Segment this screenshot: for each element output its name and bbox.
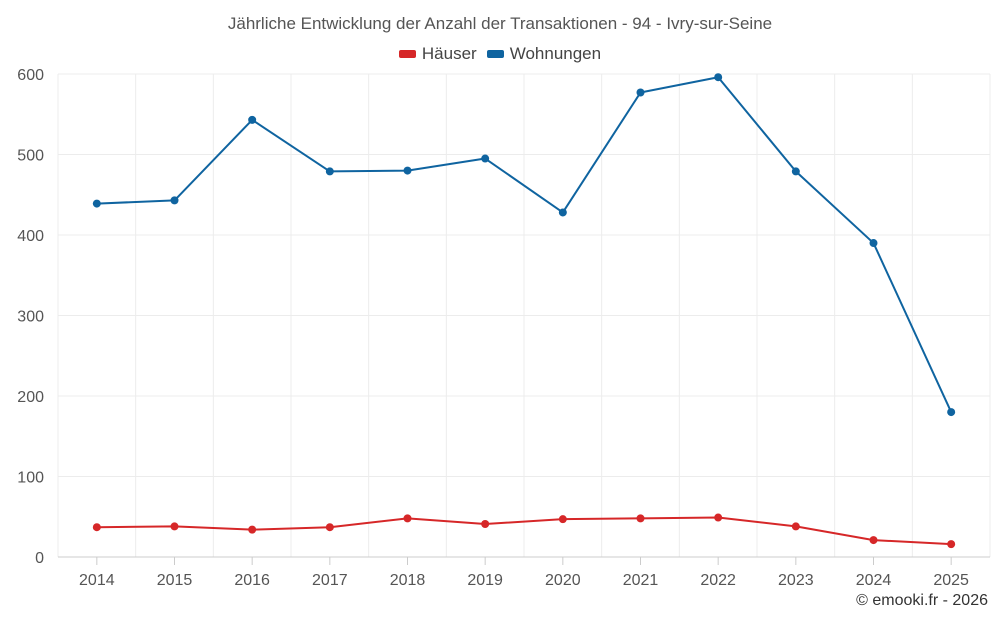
- y-tick-label: 300: [17, 309, 44, 326]
- x-tick-label: 2017: [312, 572, 348, 589]
- data-point-haeuser[interactable]: [170, 522, 179, 531]
- data-point-wohnungen[interactable]: [791, 167, 800, 176]
- x-tick-label: 2020: [545, 572, 581, 589]
- data-point-haeuser[interactable]: [791, 522, 800, 531]
- x-tick-label: 2025: [933, 572, 969, 589]
- y-tick-label: 100: [17, 470, 44, 487]
- data-point-wohnungen[interactable]: [170, 196, 179, 205]
- data-point-wohnungen[interactable]: [248, 115, 257, 124]
- legend-swatch-wohnungen: [486, 50, 504, 58]
- data-point-wohnungen[interactable]: [92, 199, 101, 208]
- x-tick-label: 2021: [623, 572, 659, 589]
- y-tick-label: 200: [17, 389, 44, 406]
- x-tick-label: 2014: [79, 572, 115, 589]
- credit-text: © emooki.fr - 2026: [856, 592, 988, 609]
- data-point-wohnungen[interactable]: [636, 88, 645, 97]
- x-tick-label: 2016: [234, 572, 270, 589]
- data-point-haeuser[interactable]: [558, 515, 567, 524]
- data-point-haeuser[interactable]: [481, 519, 490, 528]
- data-point-wohnungen[interactable]: [325, 167, 334, 176]
- x-tick-label: 2018: [390, 572, 426, 589]
- data-point-haeuser[interactable]: [403, 514, 412, 523]
- legend-item-wohnungen[interactable]: Wohnungen: [486, 44, 602, 64]
- data-point-wohnungen[interactable]: [481, 154, 490, 163]
- data-point-wohnungen[interactable]: [947, 408, 956, 417]
- y-tick-label: 500: [17, 148, 44, 165]
- data-point-haeuser[interactable]: [92, 523, 101, 532]
- data-point-wohnungen[interactable]: [558, 208, 567, 217]
- data-point-haeuser[interactable]: [869, 536, 878, 545]
- data-point-wohnungen[interactable]: [714, 73, 723, 82]
- y-tick-label: 400: [17, 228, 44, 245]
- series-line-wohnungen: [96, 76, 953, 413]
- x-tick-label: 2023: [778, 572, 814, 589]
- legend: Häuser Wohnungen: [0, 44, 1000, 64]
- y-tick-label: 600: [17, 67, 44, 84]
- legend-swatch-haeuser: [398, 50, 416, 58]
- data-point-wohnungen[interactable]: [403, 166, 412, 175]
- data-point-wohnungen[interactable]: [869, 239, 878, 248]
- data-point-haeuser[interactable]: [636, 514, 645, 523]
- series-line-haeuser: [96, 516, 952, 546]
- data-point-haeuser[interactable]: [714, 513, 723, 522]
- legend-label-haeuser: Häuser: [421, 44, 477, 63]
- x-tick-label: 2019: [467, 572, 503, 589]
- x-tick-label: 2024: [856, 572, 892, 589]
- data-point-haeuser[interactable]: [325, 523, 334, 532]
- data-point-haeuser[interactable]: [248, 525, 257, 534]
- x-tick-label: 2022: [700, 572, 736, 589]
- x-tick-label: 2015: [157, 572, 193, 589]
- legend-item-haeuser[interactable]: Häuser: [398, 44, 477, 64]
- y-tick-label: 0: [35, 550, 44, 567]
- chart-title: Jährliche Entwicklung der Anzahl der Tra…: [227, 14, 773, 33]
- legend-label-wohnungen: Wohnungen: [509, 44, 602, 63]
- data-point-haeuser[interactable]: [947, 540, 956, 549]
